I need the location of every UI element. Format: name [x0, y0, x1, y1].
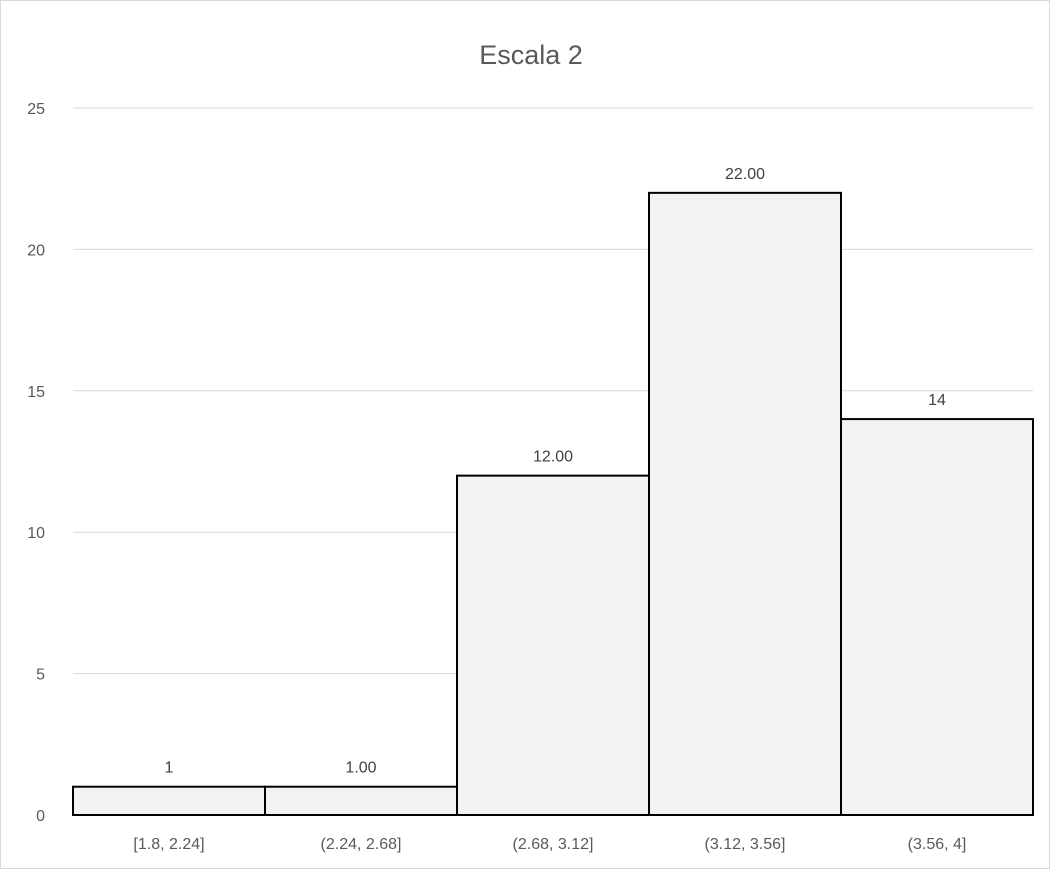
x-axis-tick-labels: [1.8, 2.24] (2.24, 2.68] (2.68, 3.12] (3.12… [133, 836, 966, 853]
data-label: 22.00 [725, 166, 765, 183]
x-tick-label: (2.24, 2.68] [321, 836, 402, 853]
x-tick-label: [1.8, 2.24] [133, 836, 204, 853]
y-tick-label: 15 [27, 384, 45, 401]
bar [648, 191, 842, 816]
data-label: 1 [165, 760, 174, 777]
data-labels: 1 1.00 12.00 22.00 14 [165, 166, 946, 777]
chart-title: Escala 2 [479, 40, 583, 70]
x-tick-label: (3.12, 3.56] [705, 836, 786, 853]
y-tick-label: 0 [36, 808, 45, 825]
bar [456, 474, 650, 816]
y-tick-label: 20 [27, 242, 45, 259]
bar [264, 785, 458, 816]
x-tick-label: (3.56, 4] [908, 836, 967, 853]
bar [840, 418, 1034, 816]
bars [72, 191, 1034, 816]
y-tick-label: 10 [27, 525, 45, 542]
y-axis-tick-labels: 0 5 10 15 20 25 [27, 101, 45, 825]
bar [72, 785, 266, 816]
x-tick-label: (2.68, 3.12] [513, 836, 594, 853]
data-label: 12.00 [533, 449, 573, 466]
data-label: 14 [928, 392, 946, 409]
y-tick-label: 5 [36, 667, 45, 684]
data-label: 1.00 [345, 760, 376, 777]
y-tick-label: 25 [27, 101, 45, 118]
